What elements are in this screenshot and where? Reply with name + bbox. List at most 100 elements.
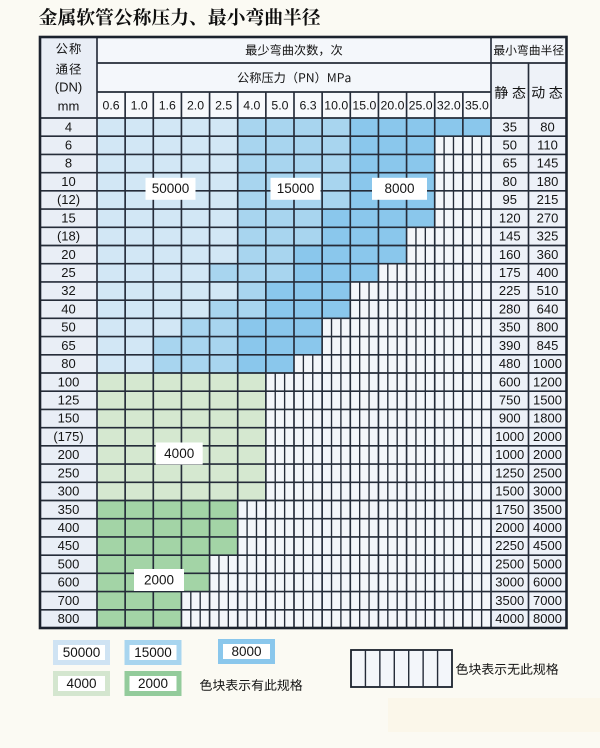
svg-text:1250: 1250 bbox=[495, 465, 524, 480]
svg-text:(12): (12) bbox=[57, 192, 80, 207]
svg-text:600: 600 bbox=[499, 374, 521, 389]
svg-text:3000: 3000 bbox=[495, 575, 524, 590]
svg-text:50: 50 bbox=[503, 138, 517, 153]
svg-text:250: 250 bbox=[58, 465, 80, 480]
svg-text:6: 6 bbox=[65, 138, 72, 153]
svg-text:4000: 4000 bbox=[533, 520, 562, 535]
svg-text:2000: 2000 bbox=[495, 520, 524, 535]
svg-text:600: 600 bbox=[58, 575, 80, 590]
svg-text:1200: 1200 bbox=[533, 374, 562, 389]
svg-text:(175): (175) bbox=[53, 429, 83, 444]
svg-text:2250: 2250 bbox=[495, 538, 524, 553]
svg-text:225: 225 bbox=[499, 283, 521, 298]
svg-text:8000: 8000 bbox=[231, 644, 261, 659]
svg-text:325: 325 bbox=[537, 229, 559, 244]
svg-text:5000: 5000 bbox=[533, 556, 562, 571]
svg-text:4000: 4000 bbox=[164, 446, 194, 461]
svg-text:0.6: 0.6 bbox=[103, 98, 120, 112]
svg-text:2500: 2500 bbox=[533, 465, 562, 480]
svg-text:400: 400 bbox=[58, 520, 80, 535]
svg-text:350: 350 bbox=[499, 320, 521, 335]
svg-text:845: 845 bbox=[537, 338, 559, 353]
svg-text:15: 15 bbox=[61, 210, 75, 225]
svg-text:145: 145 bbox=[499, 229, 521, 244]
svg-text:145: 145 bbox=[537, 156, 559, 171]
svg-text:40: 40 bbox=[61, 301, 75, 316]
svg-text:50000: 50000 bbox=[152, 181, 190, 196]
svg-text:65: 65 bbox=[503, 156, 517, 171]
svg-text:3500: 3500 bbox=[533, 502, 562, 517]
svg-text:35.0: 35.0 bbox=[465, 98, 489, 112]
svg-text:640: 640 bbox=[537, 301, 559, 316]
svg-text:2000: 2000 bbox=[533, 447, 562, 462]
svg-text:160: 160 bbox=[499, 247, 521, 262]
svg-text:2.5: 2.5 bbox=[215, 98, 232, 112]
svg-text:350: 350 bbox=[58, 502, 80, 517]
svg-text:8000: 8000 bbox=[384, 181, 414, 196]
svg-text:5.0: 5.0 bbox=[271, 98, 288, 112]
svg-text:800: 800 bbox=[58, 611, 80, 626]
svg-text:20.0: 20.0 bbox=[381, 98, 405, 112]
svg-text:25.0: 25.0 bbox=[409, 98, 433, 112]
svg-text:80: 80 bbox=[503, 174, 517, 189]
svg-text:15000: 15000 bbox=[277, 181, 315, 196]
svg-text:mm: mm bbox=[58, 98, 80, 113]
svg-text:8: 8 bbox=[65, 156, 72, 171]
svg-text:1800: 1800 bbox=[533, 411, 562, 426]
svg-text:32: 32 bbox=[61, 283, 75, 298]
svg-text:4: 4 bbox=[65, 119, 72, 134]
svg-text:280: 280 bbox=[499, 301, 521, 316]
svg-text:95: 95 bbox=[503, 192, 517, 207]
svg-text:(18): (18) bbox=[57, 229, 80, 244]
svg-text:270: 270 bbox=[537, 210, 559, 225]
svg-text:300: 300 bbox=[58, 484, 80, 499]
svg-text:32.0: 32.0 bbox=[437, 98, 461, 112]
svg-text:65: 65 bbox=[61, 338, 75, 353]
svg-text:4000: 4000 bbox=[495, 611, 524, 626]
svg-text:4.0: 4.0 bbox=[243, 98, 260, 112]
svg-text:450: 450 bbox=[58, 538, 80, 553]
svg-text:4000: 4000 bbox=[66, 676, 96, 691]
svg-text:500: 500 bbox=[58, 556, 80, 571]
svg-text:750: 750 bbox=[499, 393, 521, 408]
svg-text:800: 800 bbox=[537, 320, 559, 335]
svg-text:1500: 1500 bbox=[533, 393, 562, 408]
svg-text:1000: 1000 bbox=[495, 447, 524, 462]
svg-text:50000: 50000 bbox=[63, 645, 101, 660]
svg-text:215: 215 bbox=[537, 192, 559, 207]
svg-text:360: 360 bbox=[537, 247, 559, 262]
svg-text:125: 125 bbox=[58, 393, 80, 408]
svg-text:3500: 3500 bbox=[495, 593, 524, 608]
svg-text:400: 400 bbox=[537, 265, 559, 280]
svg-text:200: 200 bbox=[58, 447, 80, 462]
svg-text:2000: 2000 bbox=[533, 429, 562, 444]
svg-text:80: 80 bbox=[540, 119, 554, 134]
svg-text:900: 900 bbox=[499, 411, 521, 426]
svg-text:8000: 8000 bbox=[533, 611, 562, 626]
svg-text:2000: 2000 bbox=[144, 572, 174, 587]
svg-text:(DN): (DN) bbox=[55, 79, 82, 94]
svg-text:1500: 1500 bbox=[495, 484, 524, 499]
svg-text:150: 150 bbox=[58, 411, 80, 426]
svg-text:80: 80 bbox=[61, 356, 75, 371]
svg-text:2500: 2500 bbox=[495, 556, 524, 571]
svg-text:120: 120 bbox=[499, 210, 521, 225]
svg-text:1000: 1000 bbox=[495, 429, 524, 444]
svg-text:175: 175 bbox=[499, 265, 521, 280]
svg-text:7000: 7000 bbox=[533, 593, 562, 608]
svg-text:2000: 2000 bbox=[138, 676, 168, 691]
svg-text:10: 10 bbox=[61, 174, 75, 189]
svg-text:4500: 4500 bbox=[533, 538, 562, 553]
svg-text:1.0: 1.0 bbox=[131, 98, 148, 112]
svg-text:700: 700 bbox=[58, 593, 80, 608]
svg-text:15000: 15000 bbox=[134, 645, 172, 660]
svg-text:6.3: 6.3 bbox=[300, 98, 317, 112]
svg-text:100: 100 bbox=[58, 374, 80, 389]
svg-text:25: 25 bbox=[61, 265, 75, 280]
svg-text:3000: 3000 bbox=[533, 484, 562, 499]
svg-text:1750: 1750 bbox=[495, 502, 524, 517]
svg-text:1000: 1000 bbox=[533, 356, 562, 371]
svg-text:110: 110 bbox=[537, 138, 558, 153]
svg-text:510: 510 bbox=[537, 283, 559, 298]
svg-text:6000: 6000 bbox=[533, 575, 562, 590]
